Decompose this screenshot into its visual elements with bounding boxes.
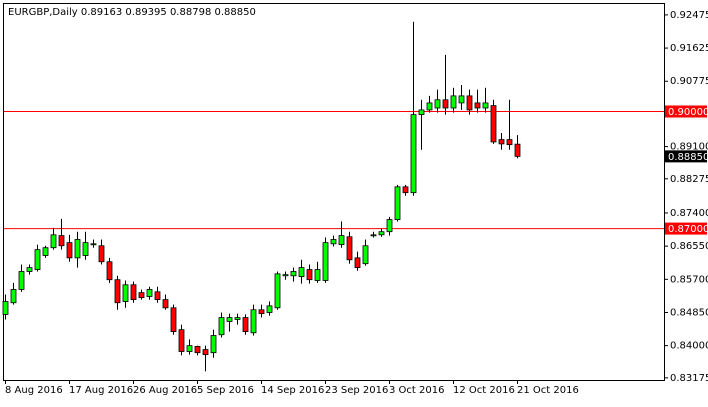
y-tick-label: 0.84850 xyxy=(670,307,708,318)
candle-body xyxy=(146,289,153,297)
y-tick-label: 0.88275 xyxy=(670,174,708,185)
candle-body xyxy=(242,317,249,333)
x-tick-label: 8 Aug 2016 xyxy=(5,385,63,396)
candle-body xyxy=(474,102,481,109)
candle-body xyxy=(426,102,433,111)
candle-body xyxy=(82,242,89,256)
candle-body xyxy=(490,105,497,143)
y-tick-label: 0.90775 xyxy=(670,76,708,87)
candle-body xyxy=(322,242,329,281)
candle-body xyxy=(482,102,489,109)
candle-body xyxy=(458,95,465,104)
level-label: 0.90000 xyxy=(668,107,708,118)
candle-body xyxy=(306,269,313,281)
candle-body xyxy=(34,249,41,270)
last-price-label: 0.88850 xyxy=(668,152,708,163)
candle-body xyxy=(266,305,273,313)
y-tick-label: 0.87400 xyxy=(670,208,708,219)
candle-body xyxy=(186,345,193,352)
candle-body xyxy=(210,335,217,354)
candle-body xyxy=(346,236,353,261)
plot-frame xyxy=(3,3,665,381)
candle-body xyxy=(402,186,409,194)
candle-body xyxy=(42,247,49,256)
candle-body xyxy=(66,242,73,259)
x-tick-label: 26 Aug 2016 xyxy=(133,385,197,396)
candle-body xyxy=(130,284,137,301)
candle-body xyxy=(282,274,289,277)
candle-body xyxy=(506,139,513,146)
y-tick-label: 0.89100 xyxy=(670,142,708,153)
candle-body xyxy=(378,231,385,236)
candle-body xyxy=(330,239,337,245)
candle-body xyxy=(170,307,177,333)
chart-title: EURGBP,Daily 0.89163 0.89395 0.88798 0.8… xyxy=(8,7,256,18)
y-tick-label: 0.86550 xyxy=(670,241,708,252)
candle-body xyxy=(514,143,521,157)
candle-body xyxy=(114,279,121,304)
candle-body xyxy=(178,329,185,352)
candle-body xyxy=(354,257,361,269)
candle-body xyxy=(450,95,457,109)
candle-body xyxy=(138,292,145,299)
candle-body xyxy=(202,349,209,356)
level-label-box xyxy=(665,222,707,235)
candle-body xyxy=(58,235,65,247)
candle-body xyxy=(434,99,441,109)
candle-body xyxy=(258,309,265,315)
level-label: 0.87000 xyxy=(668,224,708,235)
candle-body xyxy=(26,267,33,272)
candle-body xyxy=(410,114,417,194)
candle-body xyxy=(98,245,105,263)
last-price-box xyxy=(665,150,707,163)
candle-body xyxy=(18,271,25,290)
x-tick-label: 17 Aug 2016 xyxy=(69,385,133,396)
candle-body xyxy=(442,99,449,109)
y-tick-label: 0.85700 xyxy=(670,274,708,285)
y-tick-label: 0.91625 xyxy=(670,43,708,54)
candle-body xyxy=(386,219,393,233)
candle-body xyxy=(122,284,129,302)
y-tick-label: 0.83175 xyxy=(670,373,708,384)
candle-body xyxy=(394,186,401,220)
x-tick-label: 12 Oct 2016 xyxy=(453,385,515,396)
candle-body xyxy=(338,235,345,245)
y-tick-label: 0.84000 xyxy=(670,341,708,352)
candle-body xyxy=(250,309,257,334)
candle-body xyxy=(106,261,113,281)
candle-body xyxy=(298,267,305,277)
candle-body xyxy=(218,317,225,336)
candle-body xyxy=(418,109,425,116)
candle-body xyxy=(74,239,81,259)
candle-body xyxy=(274,273,281,309)
y-tick-label: 0.92475 xyxy=(670,10,708,21)
candle-body xyxy=(498,139,505,145)
x-tick-label: 5 Sep 2016 xyxy=(197,385,254,396)
x-tick-label: 21 Oct 2016 xyxy=(517,385,579,396)
candle-body xyxy=(50,234,57,249)
candle-body xyxy=(362,245,369,265)
candle-body xyxy=(466,95,473,111)
candle-body xyxy=(290,271,297,277)
candle-body xyxy=(90,243,97,246)
x-tick-label: 14 Sep 2016 xyxy=(261,385,324,396)
candle-body xyxy=(154,291,161,301)
candle-body xyxy=(370,234,377,237)
candle-body xyxy=(10,289,17,304)
x-tick-label: 3 Oct 2016 xyxy=(389,385,444,396)
candle-body xyxy=(226,317,233,322)
candle-body xyxy=(2,301,9,315)
x-tick-label: 23 Sep 2016 xyxy=(325,385,388,396)
candle-body xyxy=(314,269,321,281)
level-label-box xyxy=(665,105,707,118)
candle-body xyxy=(162,299,169,309)
candle-body xyxy=(234,317,241,320)
candle-body xyxy=(194,346,201,354)
